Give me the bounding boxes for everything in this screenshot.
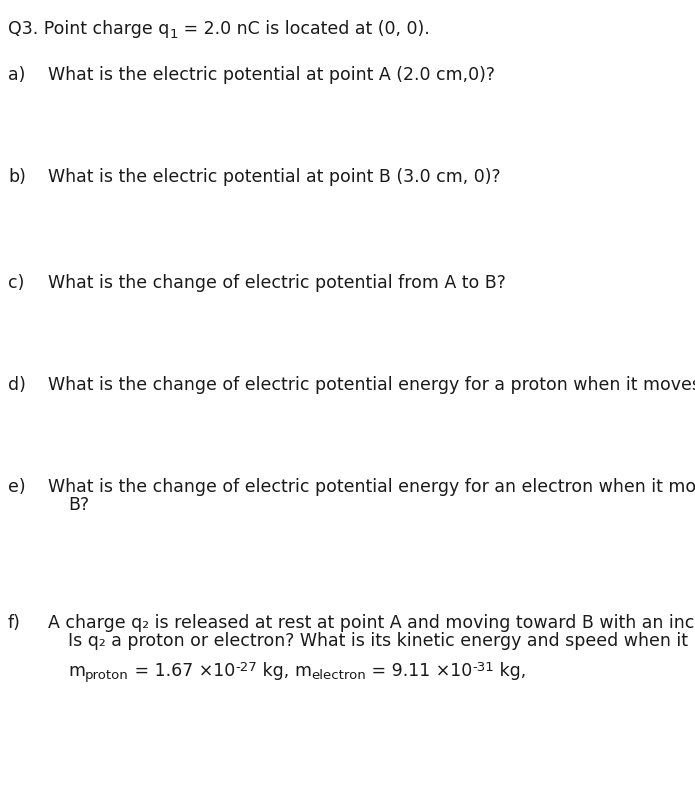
- Text: What is the electric potential at point B (3.0 cm, 0)?: What is the electric potential at point …: [48, 168, 500, 186]
- Text: What is the change of electric potential energy for an electron when it moves fr: What is the change of electric potential…: [48, 479, 695, 496]
- Text: m: m: [68, 662, 85, 680]
- Text: What is the change of electric potential energy for a proton when it moves from : What is the change of electric potential…: [48, 377, 695, 394]
- Text: m: m: [295, 662, 311, 680]
- Text: What is the change of electric potential from A to B?: What is the change of electric potential…: [48, 273, 506, 292]
- Text: = 9.11 ×10: = 9.11 ×10: [366, 662, 473, 680]
- Text: a): a): [8, 66, 26, 85]
- Text: d): d): [8, 377, 26, 394]
- Text: e): e): [8, 479, 26, 496]
- Text: b): b): [8, 168, 26, 186]
- Text: A charge q₂ is released at rest at point A and moving toward B with an increasin: A charge q₂ is released at rest at point…: [48, 614, 695, 631]
- Text: proton: proton: [85, 669, 129, 682]
- Text: 1: 1: [170, 28, 178, 40]
- Text: kg,: kg,: [256, 662, 295, 680]
- Text: kg,: kg,: [494, 662, 527, 680]
- Text: = 1.67 ×10: = 1.67 ×10: [129, 662, 235, 680]
- Text: electron: electron: [311, 669, 366, 682]
- Text: What is the electric potential at point A (2.0 cm,0)?: What is the electric potential at point …: [48, 66, 495, 85]
- Text: B?: B?: [68, 496, 89, 514]
- Text: Is q₂ a proton or electron? What is its kinetic energy and speed when it reaches: Is q₂ a proton or electron? What is its …: [68, 631, 695, 649]
- Text: f): f): [8, 614, 21, 631]
- Text: -31: -31: [473, 661, 494, 674]
- Text: c): c): [8, 273, 24, 292]
- Text: -27: -27: [235, 661, 256, 674]
- Text: = 2.0 nC is located at (0, 0).: = 2.0 nC is located at (0, 0).: [178, 21, 430, 39]
- Text: Q3. Point charge q: Q3. Point charge q: [8, 21, 170, 39]
